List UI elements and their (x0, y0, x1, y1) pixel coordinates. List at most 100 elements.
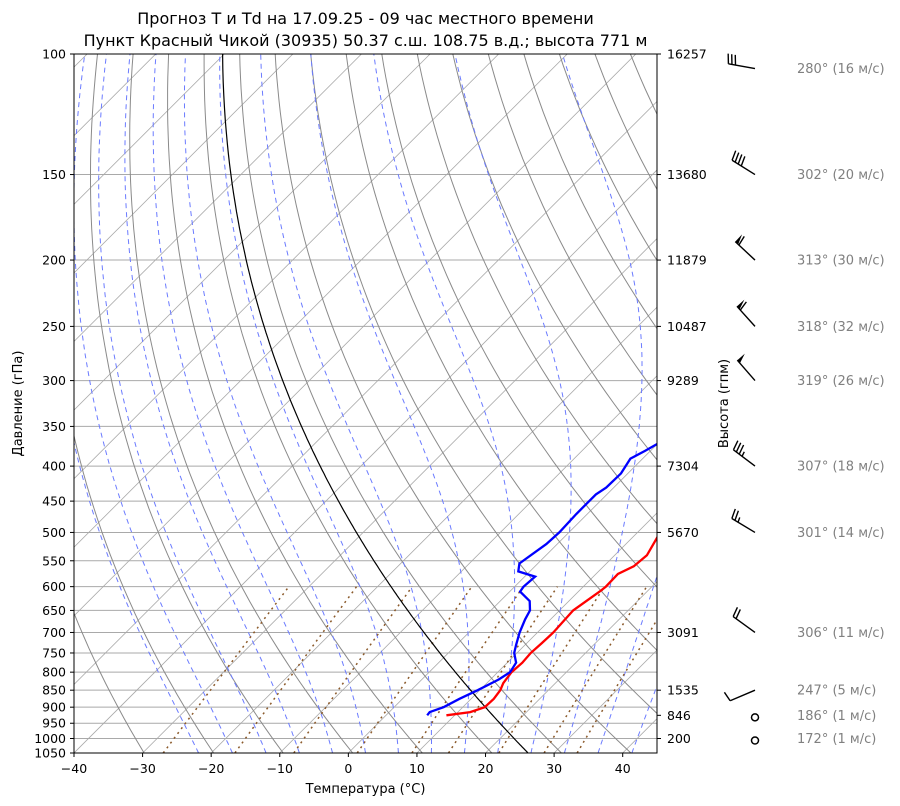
wind-barb: 186° (1 м/с) (750, 709, 876, 724)
y-tick-label: 150 (42, 167, 66, 182)
dry-adiabat (773, 54, 900, 753)
isotherm (74, 54, 294, 274)
wind-label: 172° (1 м/с) (797, 732, 876, 747)
y-tick-label: 100 (42, 47, 66, 62)
dry-adiabat (666, 54, 900, 753)
height-tick-label: 16257 (667, 47, 707, 62)
barb-staff (732, 616, 756, 634)
moist-adiabat (74, 54, 233, 753)
isotherm (74, 54, 637, 617)
isotherm (622, 718, 657, 753)
moist-adiabat (310, 54, 470, 753)
dry-adiabat (381, 54, 657, 588)
barb-full (738, 236, 745, 246)
isotherm (348, 443, 657, 753)
barb-full (738, 444, 745, 455)
y-tick-label: 950 (42, 716, 66, 731)
barb-full (731, 508, 736, 519)
height-tick-label: 7304 (667, 459, 699, 474)
height-axis-ticks: 16257 13680 11879 10487 9289 7304 5670 3091 1535… (657, 47, 707, 746)
barb-full (735, 442, 742, 453)
mixing-ratio-line (543, 586, 648, 753)
dry-adiabat (558, 54, 657, 262)
dry-adiabat (629, 54, 657, 116)
plot-frame (73, 53, 658, 754)
wind-label: 318° (32 м/с) (797, 320, 885, 335)
wind-barb: 306° (11 м/с) (732, 607, 885, 641)
x-axis-ticks: −40 −30 −20 −10 0 10 20 30 40 (61, 753, 631, 776)
y-tick-label: 850 (42, 683, 66, 698)
dry-adiabat (74, 611, 145, 753)
wind-label: 247° (5 м/с) (797, 684, 876, 699)
x-tick-label: −40 (61, 761, 87, 776)
isotherm (74, 54, 499, 480)
isotherm (416, 512, 657, 753)
dry-adiabat (737, 54, 900, 753)
wind-label: 280° (16 м/с) (797, 62, 885, 77)
mixing-ratio-line (411, 586, 524, 753)
isotherm (74, 100, 657, 685)
dry-parcel-line (222, 54, 529, 753)
skewed-isotherms (74, 54, 900, 753)
barb-staff (731, 159, 756, 176)
height-tick-label: 1535 (667, 683, 699, 698)
pressure-gridlines (74, 54, 657, 753)
parcel-path (222, 54, 529, 753)
dry-adiabat (203, 54, 493, 753)
dry-adiabat (844, 54, 900, 753)
y-tick-label: 250 (42, 319, 66, 334)
mixing-ratio-line (234, 586, 358, 753)
wind-label: 302° (20 м/с) (797, 168, 885, 183)
barb-staff (733, 449, 756, 467)
barb-full (732, 607, 739, 617)
isotherm (74, 54, 431, 411)
dry-adiabat (416, 54, 657, 525)
isotherm (142, 238, 657, 753)
y-tick-label: 650 (42, 603, 66, 618)
moist-adiabat (98, 54, 267, 753)
moist-adiabat (183, 54, 366, 753)
barb-staff (736, 359, 756, 382)
temperature-line (446, 535, 657, 717)
wind-label: 306° (11 м/с) (797, 626, 885, 641)
wind-barb: 280° (16 м/с) (727, 53, 885, 77)
height-tick-label: 5670 (667, 525, 699, 540)
moist-adiabat (152, 54, 333, 753)
x-tick-label: −30 (129, 761, 155, 776)
height-tick-label: 10487 (667, 319, 707, 334)
height-tick-label: 9289 (667, 373, 699, 388)
moist-adiabat (74, 440, 200, 753)
y-tick-label: 800 (42, 665, 66, 680)
mixing-ratio-line (576, 618, 657, 753)
barb-full (732, 440, 739, 451)
isotherm (279, 375, 657, 753)
wind-label: 307° (18 м/с) (797, 460, 885, 475)
x-tick-label: −10 (267, 761, 293, 776)
isotherm (760, 54, 900, 753)
mixing-ratio-line (447, 586, 559, 753)
y-tick-label: 200 (42, 253, 66, 268)
moist-adiabat (219, 54, 399, 753)
barb-half (741, 451, 745, 457)
dry-adiabat (90, 54, 284, 753)
isotherm (74, 169, 657, 753)
barb-full (731, 150, 737, 161)
wind-barb: 302° (20 м/с) (731, 150, 885, 183)
dry-adiabat (129, 54, 354, 753)
y-tick-label: 550 (42, 553, 66, 568)
dry-adiabat (594, 54, 657, 191)
barb-full (737, 154, 743, 165)
height-tick-label: 846 (667, 708, 691, 723)
dry-adiabat (879, 54, 900, 753)
dewpoint-line (426, 442, 657, 717)
barb-full (734, 510, 740, 521)
x-tick-label: −20 (198, 761, 224, 776)
y-axis-ticks: 100 150 200 250 300 350 400 450 500 550 600 650 700 7… (34, 47, 74, 761)
height-axis-label: Высота (гпм) (717, 359, 732, 448)
isotherm (74, 54, 362, 343)
wind-barb: 318° (32 м/с) (736, 299, 885, 335)
wind-label: 301° (14 м/с) (797, 526, 885, 541)
y-tick-label: 700 (42, 625, 66, 640)
barb-staff (736, 305, 756, 327)
